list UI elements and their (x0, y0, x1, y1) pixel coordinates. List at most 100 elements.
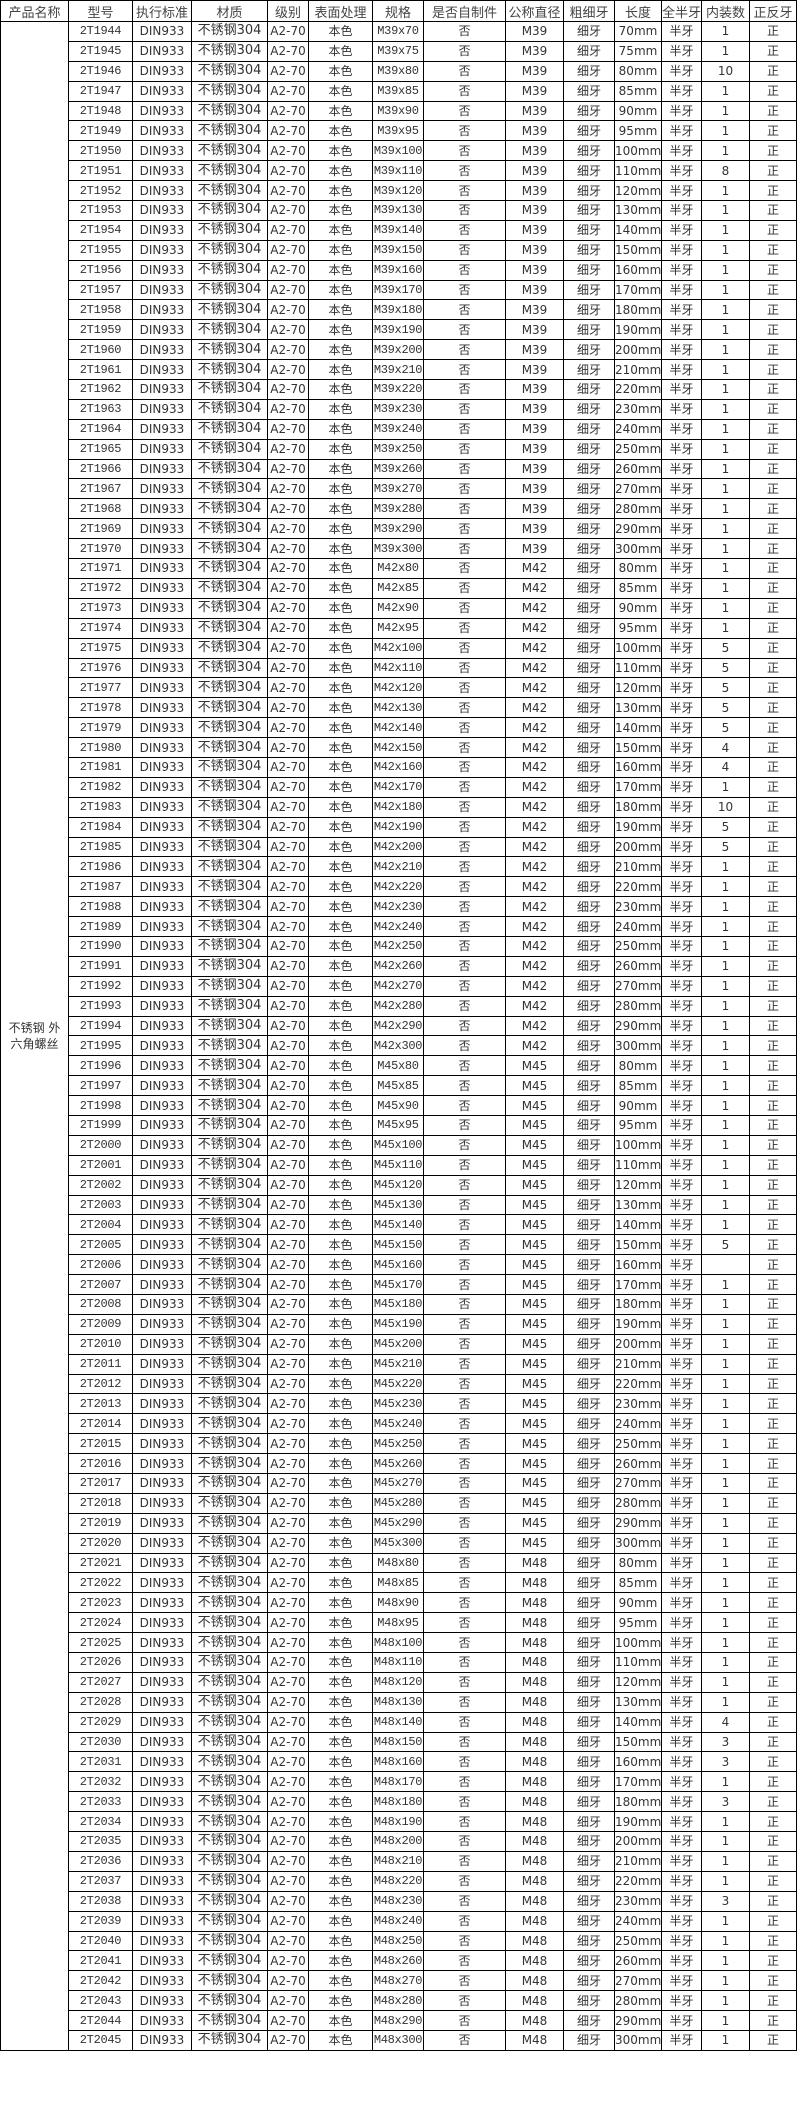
thread-type-cell: 半牙 (661, 597, 702, 619)
quantity-cell: 1 (701, 1831, 750, 1852)
material-cell: 不锈钢304 (191, 1552, 268, 1574)
thread-type-cell: 半牙 (661, 1612, 702, 1634)
spec-cell: M39x85 (372, 80, 424, 102)
thread-cell: 细牙 (563, 776, 615, 798)
direction-cell: 正 (749, 935, 797, 957)
diameter-cell: M39 (505, 379, 564, 400)
model-cell: 2T1970 (68, 538, 133, 560)
self-made-cell: 否 (423, 1870, 506, 1892)
quantity-cell: 1 (701, 518, 750, 540)
quantity-cell: 1 (701, 1294, 750, 1315)
diameter-cell: M42 (505, 955, 564, 977)
model-cell: 2T2004 (68, 1214, 133, 1236)
table-row: 2T1977 DIN933 不锈钢304 A2-70 本色 M42x120 否 M42 细牙 12… (1, 677, 797, 699)
length-cell: 290mm (614, 1512, 662, 1534)
model-cell: 2T2035 (68, 1831, 133, 1852)
material-cell: 不锈钢304 (191, 279, 268, 301)
table-row: 2T2021 DIN933 不锈钢304 A2-70 本色 M48x80 否 M48 细牙 80m… (1, 1552, 797, 1574)
finish-cell: 本色 (308, 1691, 373, 1713)
model-cell: 2T1944 (68, 21, 133, 42)
thread-cell: 细牙 (563, 80, 615, 102)
direction-cell: 正 (749, 776, 797, 798)
thread-type-cell: 半牙 (661, 40, 702, 62)
thread-type-cell: 半牙 (661, 856, 702, 878)
model-cell: 2T2039 (68, 1910, 133, 1932)
model-cell: 2T1968 (68, 498, 133, 520)
material-cell: 不锈钢304 (191, 1492, 268, 1514)
direction-cell: 正 (749, 975, 797, 997)
model-cell: 2T1972 (68, 577, 133, 599)
thread-cell: 细牙 (563, 1791, 615, 1813)
spec-cell: M42x280 (372, 995, 424, 1017)
standard-cell: DIN933 (132, 279, 192, 301)
table-row: 2T1946 DIN933 不锈钢304 A2-70 本色 M39x80 否 M39 细牙 80m… (1, 60, 797, 82)
diameter-cell: M48 (505, 2029, 564, 2051)
table-row: 2T1986 DIN933 不锈钢304 A2-70 本色 M42x210 否 M42 细牙 21… (1, 856, 797, 878)
thread-cell: 细牙 (563, 339, 615, 361)
direction-cell: 正 (749, 1612, 797, 1634)
self-made-cell: 否 (423, 1612, 506, 1634)
grade-cell: A2-70 (267, 1075, 309, 1097)
table-row: 2T2042 DIN933 不锈钢304 A2-70 本色 M48x270 否 M48 细牙 27… (1, 1970, 797, 1992)
length-cell: 250mm (614, 438, 662, 460)
standard-cell: DIN933 (132, 737, 192, 758)
diameter-cell: M45 (505, 1473, 564, 1494)
spec-cell: M42x190 (372, 816, 424, 838)
diameter-cell: M45 (505, 1294, 564, 1315)
diameter-cell: M39 (505, 478, 564, 500)
material-cell: 不锈钢304 (191, 697, 268, 719)
table-row: 2T1967 DIN933 不锈钢304 A2-70 本色 M39x270 否 M39 细牙 27… (1, 478, 797, 500)
thread-cell: 细牙 (563, 816, 615, 838)
quantity-cell: 5 (701, 697, 750, 719)
thread-type-cell: 半牙 (661, 1771, 702, 1793)
direction-cell: 正 (749, 140, 797, 162)
material-cell: 不锈钢304 (191, 577, 268, 599)
thread-cell: 细牙 (563, 637, 615, 659)
thread-type-cell: 半牙 (661, 80, 702, 102)
finish-cell: 本色 (308, 1214, 373, 1236)
diameter-cell: M39 (505, 259, 564, 281)
finish-cell: 本色 (308, 1930, 373, 1952)
material-cell: 不锈钢304 (191, 1512, 268, 1534)
material-cell: 不锈钢304 (191, 1214, 268, 1236)
standard-cell: DIN933 (132, 438, 192, 460)
quantity-cell: 1 (701, 1870, 750, 1892)
grade-cell: A2-70 (267, 478, 309, 500)
finish-cell: 本色 (308, 1771, 373, 1793)
table-row: 2T2016 DIN933 不锈钢304 A2-70 本色 M45x260 否 M45 细牙 26… (1, 1453, 797, 1475)
standard-cell: DIN933 (132, 1413, 192, 1435)
thread-cell: 细牙 (563, 697, 615, 719)
self-made-cell: 否 (423, 677, 506, 699)
grade-cell: A2-70 (267, 200, 309, 221)
quantity-cell: 1 (701, 398, 750, 420)
direction-cell: 正 (749, 1114, 797, 1136)
material-cell: 不锈钢304 (191, 1114, 268, 1136)
model-cell: 2T2027 (68, 1671, 133, 1693)
self-made-cell: 否 (423, 1910, 506, 1932)
direction-cell: 正 (749, 1453, 797, 1475)
direction-cell: 正 (749, 796, 797, 818)
direction-cell: 正 (749, 1811, 797, 1833)
self-made-cell: 否 (423, 1413, 506, 1435)
grade-cell: A2-70 (267, 1552, 309, 1574)
thread-type-cell: 半牙 (661, 1691, 702, 1713)
table-row: 2T1989 DIN933 不锈钢304 A2-70 本色 M42x240 否 M42 细牙 24… (1, 916, 797, 937)
model-cell: 2T1979 (68, 717, 133, 739)
grade-cell: A2-70 (267, 239, 309, 261)
length-cell: 110mm (614, 657, 662, 679)
length-cell: 240mm (614, 1910, 662, 1932)
thread-type-cell: 半牙 (661, 1174, 702, 1196)
table-row: 2T1949 DIN933 不锈钢304 A2-70 本色 M39x95 否 M39 细牙 95m… (1, 120, 797, 142)
self-made-cell: 否 (423, 1512, 506, 1534)
model-cell: 2T1976 (68, 657, 133, 679)
diameter-cell: M45 (505, 1174, 564, 1196)
spec-cell: M42x80 (372, 558, 424, 579)
finish-cell: 本色 (308, 1711, 373, 1733)
model-cell: 2T1999 (68, 1114, 133, 1136)
spec-cell: M48x130 (372, 1691, 424, 1713)
quantity-cell: 10 (701, 796, 750, 818)
grade-cell: A2-70 (267, 1711, 309, 1733)
diameter-cell: M48 (505, 1771, 564, 1793)
finish-cell: 本色 (308, 518, 373, 540)
model-cell: 2T2018 (68, 1492, 133, 1514)
